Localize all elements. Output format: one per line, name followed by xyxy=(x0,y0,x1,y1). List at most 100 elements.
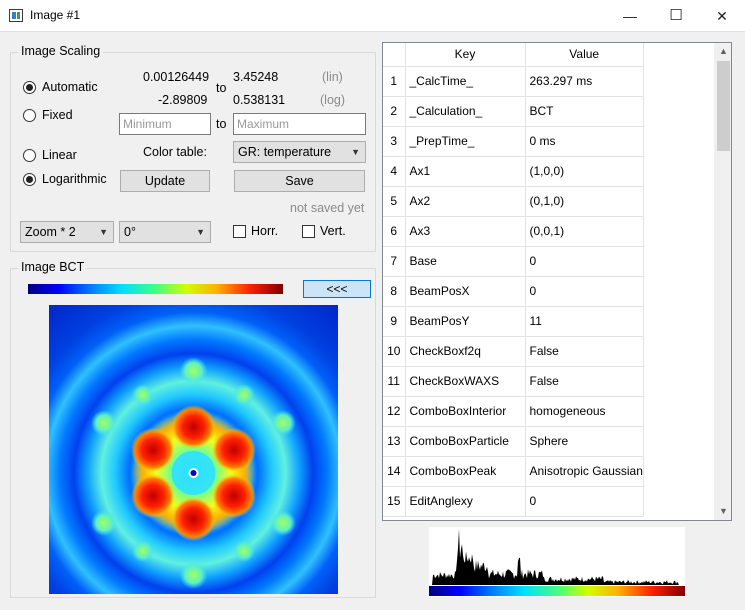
table-row[interactable]: 3 _PrepTime_ 0 ms xyxy=(383,126,644,157)
min-lin-value: 0.00126449 xyxy=(143,70,210,84)
max-log-value: 0.538131 xyxy=(233,93,286,107)
row-key: ComboBoxPeak xyxy=(405,456,526,487)
row-value: 11 xyxy=(525,306,644,337)
row-number: 5 xyxy=(383,186,406,217)
fixed-radio[interactable] xyxy=(23,109,36,122)
row-number: 15 xyxy=(383,486,406,517)
row-value: 263.297 ms xyxy=(525,66,644,97)
zoom-select[interactable]: Zoom * 2 ▼ xyxy=(20,221,114,243)
kv-table: Key Value 1 _CalcTime_ 263.297 ms 2 _Calcula… xyxy=(383,43,644,517)
row-key: CheckBoxWAXS xyxy=(405,366,526,397)
save-button[interactable]: Save xyxy=(234,170,365,192)
row-number: 1 xyxy=(383,66,406,97)
row-key: _CalcTime_ xyxy=(405,66,526,97)
row-number: 2 xyxy=(383,96,406,127)
chevron-down-icon: ▼ xyxy=(99,227,108,237)
row-number-header xyxy=(383,43,406,67)
row-number: 7 xyxy=(383,246,406,277)
table-row[interactable]: 14 ComboBoxPeak Anisotropic Gaussian xyxy=(383,456,644,487)
rotation-select[interactable]: 0° ▼ xyxy=(119,221,211,243)
histogram-plot xyxy=(429,528,685,585)
automatic-radio[interactable] xyxy=(23,81,36,94)
color-table-label: Color table: xyxy=(143,145,207,159)
row-number: 8 xyxy=(383,276,406,307)
table-row[interactable]: 4 Ax1 (1,0,0) xyxy=(383,156,644,187)
row-key: Ax3 xyxy=(405,216,526,247)
histogram-panel xyxy=(429,527,685,597)
row-number: 11 xyxy=(383,366,406,397)
table-row[interactable]: 12 ComboBoxInterior homogeneous xyxy=(383,396,644,427)
app-icon xyxy=(9,9,23,22)
scroll-up-icon[interactable]: ▲ xyxy=(719,46,728,56)
automatic-label: Automatic xyxy=(42,80,98,94)
maximize-button[interactable]: ☐ xyxy=(669,7,683,24)
max-lin-value: 3.45248 xyxy=(233,70,279,84)
metadata-table[interactable]: Key Value 1 _CalcTime_ 263.297 ms 2 _Calcula… xyxy=(382,42,732,521)
log-label: (log) xyxy=(320,93,346,107)
maximum-input[interactable]: Maximum xyxy=(233,113,366,135)
horr-label: Horr. xyxy=(251,224,279,238)
rotation-value: 0° xyxy=(124,225,136,239)
colormap-bar xyxy=(28,284,283,294)
linear-radio[interactable] xyxy=(23,149,36,162)
table-scrollbar[interactable]: ▲ ▼ xyxy=(714,43,731,520)
vert-checkbox[interactable] xyxy=(302,225,315,238)
row-key: Base xyxy=(405,246,526,277)
row-key: CheckBoxf2q xyxy=(405,336,526,367)
scattering-image xyxy=(49,305,338,594)
table-row[interactable]: 2 _Calculation_ BCT xyxy=(383,96,644,127)
key-header[interactable]: Key xyxy=(405,43,526,67)
linear-label: Linear xyxy=(42,148,77,162)
minimum-input[interactable]: Minimum xyxy=(119,113,211,135)
color-table-select[interactable]: GR: temperature ▼ xyxy=(233,141,366,163)
row-value: (1,0,0) xyxy=(525,156,644,187)
row-number: 3 xyxy=(383,126,406,157)
minimize-button[interactable]: — xyxy=(623,8,637,24)
table-row[interactable]: 7 Base 0 xyxy=(383,246,644,277)
scroll-thumb[interactable] xyxy=(717,61,730,151)
table-row[interactable]: 8 BeamPosX 0 xyxy=(383,276,644,307)
table-row[interactable]: 9 BeamPosY 11 xyxy=(383,306,644,337)
table-row[interactable]: 10 CheckBoxf2q False xyxy=(383,336,644,367)
row-number: 9 xyxy=(383,306,406,337)
row-key: BeamPosX xyxy=(405,276,526,307)
chevron-down-icon: ▼ xyxy=(351,147,360,157)
row-value: 0 xyxy=(525,246,644,277)
table-row[interactable]: 6 Ax3 (0,0,1) xyxy=(383,216,644,247)
close-button[interactable]: ✕ xyxy=(716,8,728,24)
histogram-bars xyxy=(429,528,685,585)
table-row[interactable]: 13 ComboBoxParticle Sphere xyxy=(383,426,644,457)
fixed-label: Fixed xyxy=(42,108,73,122)
row-number: 13 xyxy=(383,426,406,457)
update-button[interactable]: Update xyxy=(120,170,210,192)
row-value: 0 xyxy=(525,276,644,307)
row-key: ComboBoxParticle xyxy=(405,426,526,457)
table-row[interactable]: 15 EditAnglexy 0 xyxy=(383,486,644,517)
scroll-down-icon[interactable]: ▼ xyxy=(719,506,728,516)
row-key: Ax1 xyxy=(405,156,526,187)
row-number: 6 xyxy=(383,216,406,247)
row-number: 10 xyxy=(383,336,406,367)
horr-checkbox[interactable] xyxy=(233,225,246,238)
window-title: Image #1 xyxy=(30,8,81,22)
row-value: BCT xyxy=(525,96,644,127)
chevron-down-icon: ▼ xyxy=(196,227,205,237)
row-number: 14 xyxy=(383,456,406,487)
row-value: (0,1,0) xyxy=(525,186,644,217)
vert-label: Vert. xyxy=(320,224,346,238)
value-header[interactable]: Value xyxy=(525,43,644,67)
image-bct-title: Image BCT xyxy=(18,260,88,274)
table-row[interactable]: 5 Ax2 (0,1,0) xyxy=(383,186,644,217)
save-status: not saved yet xyxy=(290,201,365,215)
row-value: Anisotropic Gaussian xyxy=(525,456,644,487)
table-row[interactable]: 11 CheckBoxWAXS False xyxy=(383,366,644,397)
row-key: BeamPosY xyxy=(405,306,526,337)
row-key: EditAnglexy xyxy=(405,486,526,517)
row-value: (0,0,1) xyxy=(525,216,644,247)
logarithmic-radio[interactable] xyxy=(23,173,36,186)
row-number: 12 xyxy=(383,396,406,427)
collapse-button[interactable]: <<< xyxy=(303,280,371,298)
row-value: homogeneous xyxy=(525,396,644,427)
table-row[interactable]: 1 _CalcTime_ 263.297 ms xyxy=(383,66,644,97)
to-label-fixed: to xyxy=(216,117,227,131)
